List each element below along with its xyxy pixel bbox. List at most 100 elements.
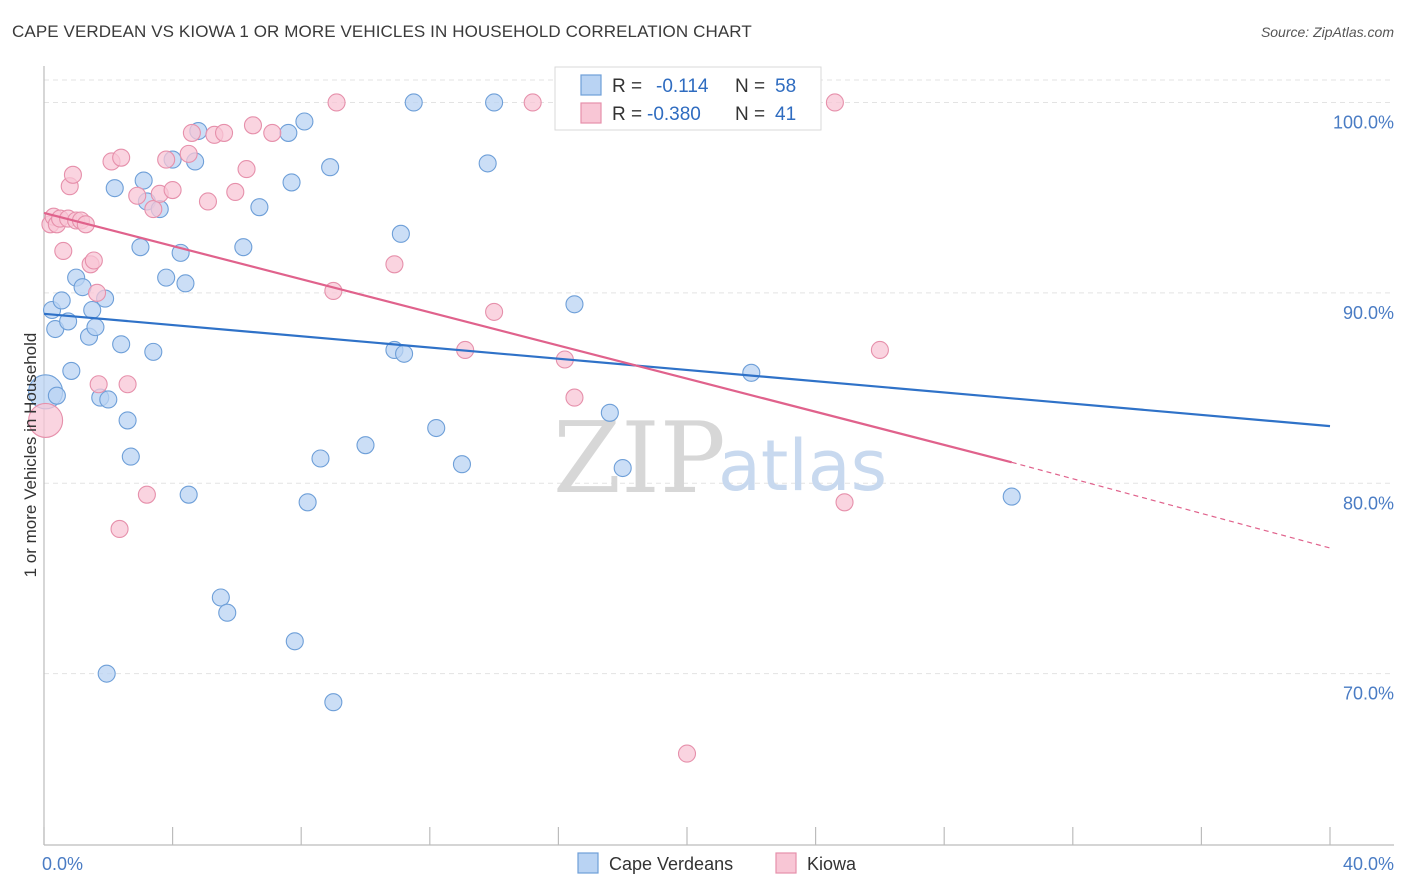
cape-verdean-point (105, 179, 124, 198)
bottom-legend: Cape Verdeans Kiowa (577, 852, 857, 874)
cape-verdean-point (391, 224, 410, 243)
kiowa-point (485, 302, 504, 321)
cape-verdean-point (112, 335, 131, 354)
watermark: ZIP atlas (553, 402, 887, 516)
stats-cape-n-value: 58 (775, 76, 796, 97)
cape-verdean-point (1002, 487, 1021, 506)
watermark-zip: ZIP (553, 402, 726, 516)
kiowa-point (87, 283, 107, 302)
kiowa-point (182, 123, 201, 142)
cape-verdean-point (131, 238, 150, 257)
kiowa-point (835, 493, 854, 512)
kiowa-point (385, 255, 404, 274)
cape-verdean-point (121, 447, 140, 466)
cape-verdean-point (86, 318, 105, 337)
cape-verdean-trend-line (43, 312, 1331, 428)
kiowa-point (677, 744, 697, 763)
stats-cape-r-label: R = (612, 76, 642, 97)
kiowa-point (327, 93, 346, 112)
cape-verdean-point (600, 403, 619, 422)
stats-cape-n-label: N = (735, 76, 765, 97)
x-tick-label: 0.0% (42, 854, 83, 874)
x-tick-labels: 0.0% 40.0% (42, 854, 1394, 874)
kiowa-point (237, 160, 256, 179)
cape-verdean-point (279, 123, 298, 142)
legend-label-kiowa: Kiowa (807, 854, 857, 874)
legend-swatch-kiowa (775, 852, 797, 874)
cape-verdean-point (99, 390, 118, 409)
cape-verdean-point (742, 363, 761, 382)
cape-verdean-point (218, 603, 237, 622)
cape-verdean-point (295, 112, 314, 131)
kiowa-point (214, 123, 234, 142)
cape-verdean-point (285, 632, 304, 651)
y-tick-labels: 70.0% 80.0% 90.0% 100.0% (1333, 112, 1394, 703)
cape-verdean-point (311, 449, 330, 468)
kiowa-point (565, 388, 584, 407)
y-tick-label: 80.0% (1343, 493, 1394, 513)
cape-verdean-point (118, 411, 137, 430)
kiowa-point (54, 241, 73, 261)
cape-verdean-point (52, 291, 71, 310)
kiowa-point (179, 144, 198, 163)
cape-verdean-point (47, 386, 66, 405)
stats-cape-r-value: -0.114 (656, 76, 709, 97)
y-tick-label: 90.0% (1343, 303, 1394, 323)
kiowa-point (110, 519, 129, 538)
kiowa-trend-line (43, 211, 1012, 464)
cape-verdean-point (324, 693, 343, 712)
kiowa-point (63, 165, 82, 184)
legend-swatch-cape (577, 852, 599, 874)
y-axis-label: 1 or more Vehicles in Household (21, 333, 40, 578)
kiowa-points (28, 93, 889, 763)
stats-legend: R = -0.114 N = 58 R = -0.380 N = 41 (554, 66, 822, 131)
cape-verdean-point (452, 455, 472, 474)
cape-verdean-point (613, 458, 632, 478)
kiowa-point (89, 375, 108, 394)
stats-legend-swatch-cape (580, 74, 602, 96)
cape-verdean-point (234, 238, 253, 257)
cape-verdean-point (134, 171, 153, 190)
kiowa-point (163, 180, 182, 200)
cape-verdean-point (478, 154, 497, 173)
watermark-atlas: atlas (718, 425, 887, 507)
stats-kiowa-n-label: N = (735, 104, 765, 125)
y-tick-label: 70.0% (1343, 684, 1394, 704)
stats-kiowa-r-label: R = (612, 104, 642, 125)
cape-verdean-point (250, 198, 269, 217)
cape-verdean-point (282, 173, 301, 192)
y-tick-label: 100.0% (1333, 112, 1394, 132)
kiowa-point (128, 186, 147, 205)
kiowa-point (157, 150, 176, 169)
kiowa-point (226, 182, 245, 201)
source-label: Source: ZipAtlas.com (1260, 24, 1394, 40)
kiowa-point (144, 200, 163, 219)
kiowa-point (825, 93, 844, 112)
cape-verdean-point (97, 664, 116, 683)
cape-verdean-point (144, 342, 163, 361)
cape-verdean-point (298, 493, 317, 512)
kiowa-point (263, 123, 282, 142)
cape-verdean-point (176, 274, 195, 293)
cape-verdean-point (321, 158, 340, 177)
kiowa-point (84, 251, 103, 270)
kiowa-point (112, 148, 131, 167)
kiowa-point (28, 402, 64, 438)
cape-verdean-point (179, 485, 198, 504)
cape-verdean-point (485, 93, 504, 112)
kiowa-point (198, 192, 218, 211)
cape-verdean-point (157, 268, 176, 287)
cape-verdean-point (427, 418, 446, 438)
cape-verdean-point (565, 295, 584, 314)
kiowa-point (523, 93, 542, 112)
cape-verdean-point (62, 361, 81, 380)
kiowa-trend-line-extension (1011, 461, 1331, 549)
cape-verdean-point (395, 344, 414, 363)
stats-kiowa-n-value: 41 (775, 104, 796, 125)
trend-lines (43, 211, 1331, 549)
stats-legend-swatch-kiowa (580, 102, 602, 124)
cape-verdean-point (404, 93, 423, 112)
kiowa-point (118, 375, 137, 394)
cape-verdean-point (211, 588, 230, 607)
axes (43, 66, 1394, 846)
